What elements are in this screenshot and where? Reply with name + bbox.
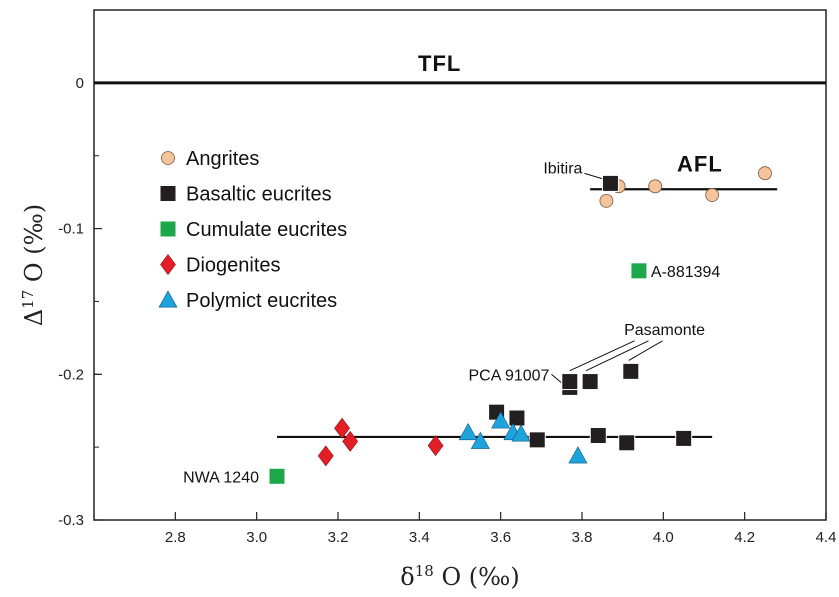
data-point-square-marker (622, 362, 640, 380)
data-point-square-marker (618, 434, 636, 452)
data-point-circle-marker (758, 166, 772, 181)
afl-label: AFL (677, 152, 723, 177)
y-tick-label: -0.1 (58, 221, 84, 238)
legend-triangle-marker (158, 290, 178, 308)
legend-circle-marker (161, 151, 175, 165)
leader-line (585, 340, 649, 372)
annotation-label: NWA 1240 (183, 469, 259, 486)
y-axis-title: Δ17 O (‰) (19, 204, 48, 326)
annotation-label: Ibitira (543, 160, 582, 177)
data-point-square-marker (675, 429, 693, 447)
legend-label: Polymict eucrites (186, 290, 337, 312)
data-point-square-marker (561, 373, 579, 391)
x-tick-label: 3.6 (490, 529, 511, 546)
x-tick-label: 2.8 (165, 529, 186, 546)
data-point-circle-marker (648, 179, 663, 194)
data-point-square-marker (528, 431, 546, 449)
y-tick-label: -0.2 (58, 366, 84, 383)
data-markers (268, 166, 772, 485)
legend-square-marker (159, 220, 177, 238)
axis-ticks: 2.8 3.0 3.2 3.4 3.6 3.8 4.0 4.2 4.4 0 -0.1 -0.2 -0.3 (58, 9, 837, 546)
data-point-square-marker (589, 426, 607, 444)
data-point-square-marker (268, 467, 286, 485)
legend-label: Cumulate eucrites (186, 219, 347, 241)
legend-label: Angrites (186, 148, 259, 170)
annotations: Ibitira A-881394 Pasamonte PCA 91007 NWA 124… (183, 160, 720, 486)
leader-line (628, 340, 663, 361)
plot-border (93, 9, 827, 521)
legend-label: Basaltic eucrites (186, 184, 332, 206)
axis-titles: δ18 O (‰) Δ17 O (‰) (19, 204, 520, 591)
data-point-diamond-marker (334, 417, 350, 439)
x-axis-title: δ18 O (‰) (400, 562, 519, 591)
y-tick-label: 0 (76, 75, 84, 92)
annotation-label: A-881394 (651, 264, 720, 281)
x-tick-label: 3.2 (328, 529, 349, 546)
data-point-diamond-marker (342, 430, 359, 452)
x-tick-label: 4.4 (816, 529, 837, 546)
data-point-square-marker (601, 174, 619, 192)
data-point-diamond-marker (427, 435, 444, 457)
x-tick-label: 4.0 (653, 529, 674, 546)
data-point-square-marker (508, 409, 526, 427)
x-tick-label: 3.8 (572, 529, 593, 546)
y-tick-label: -0.3 (58, 512, 84, 529)
data-point-circle-marker (599, 193, 614, 208)
x-tick-label: 3.4 (409, 529, 430, 546)
data-point-square-marker (581, 373, 599, 391)
reference-lines: TFL AFL (94, 51, 826, 439)
annotation-label: Pasamonte (624, 322, 705, 339)
data-point-circle-marker (705, 188, 720, 202)
x-tick-label: 3.0 (246, 529, 267, 546)
leader-line (584, 172, 605, 180)
data-point-triangle-marker (568, 446, 588, 464)
data-point-diamond-marker (317, 445, 334, 467)
data-point-square-marker (630, 262, 648, 280)
tfl-label: TFL (418, 51, 461, 76)
legend-square-marker (159, 185, 177, 202)
leader-line (569, 340, 635, 372)
plot-area (93, 9, 827, 521)
annotation-label: PCA 91007 (469, 367, 550, 384)
leader-line (551, 373, 563, 384)
data-point-triangle-marker (470, 431, 490, 449)
data-point-triangle-marker (511, 424, 531, 442)
legend-diamond-marker (160, 254, 176, 275)
data-point-triangle-marker (491, 411, 511, 429)
legend: Angrites Basaltic eucrites Cumulate eucrit… (158, 148, 347, 312)
data-point-triangle-marker (458, 422, 478, 441)
x-tick-label: 4.2 (734, 529, 755, 546)
legend-label: Diogenites (186, 255, 281, 277)
